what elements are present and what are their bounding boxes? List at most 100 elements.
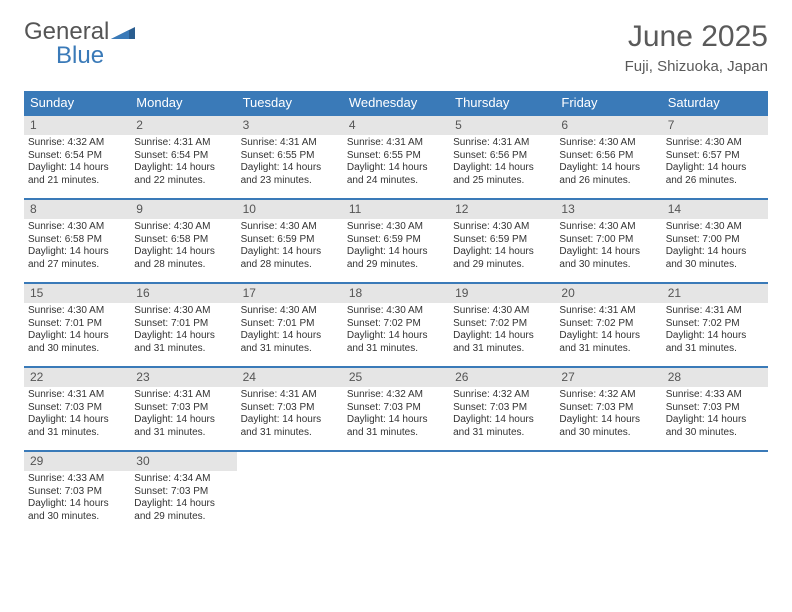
day-cell: 9Sunrise: 4:30 AMSunset: 6:58 PMDaylight… <box>130 200 236 282</box>
day-content: Sunrise: 4:31 AMSunset: 7:03 PMDaylight:… <box>130 387 236 443</box>
day-number: 20 <box>555 284 661 303</box>
day-cell: 24Sunrise: 4:31 AMSunset: 7:03 PMDayligh… <box>237 368 343 450</box>
day-cell: 7Sunrise: 4:30 AMSunset: 6:57 PMDaylight… <box>662 116 768 198</box>
sunset-text: Sunset: 6:54 PM <box>134 150 232 163</box>
sunrise-text: Sunrise: 4:31 AM <box>241 389 339 402</box>
week-row: 29Sunrise: 4:33 AMSunset: 7:03 PMDayligh… <box>24 450 768 534</box>
title-block: June 2025 Fuji, Shizuoka, Japan <box>625 20 768 75</box>
sunrise-text: Sunrise: 4:30 AM <box>347 221 445 234</box>
calendar: SundayMondayTuesdayWednesdayThursdayFrid… <box>24 91 768 534</box>
day-content: Sunrise: 4:30 AMSunset: 7:00 PMDaylight:… <box>555 219 661 275</box>
day-content: Sunrise: 4:32 AMSunset: 6:54 PMDaylight:… <box>24 135 130 191</box>
day-content: Sunrise: 4:30 AMSunset: 7:02 PMDaylight:… <box>449 303 555 359</box>
day-content: Sunrise: 4:34 AMSunset: 7:03 PMDaylight:… <box>130 471 236 527</box>
sunset-text: Sunset: 7:00 PM <box>666 234 764 247</box>
daylight-text: Daylight: 14 hours and 28 minutes. <box>241 246 339 271</box>
day-number: 9 <box>130 200 236 219</box>
daylight-text: Daylight: 14 hours and 31 minutes. <box>453 330 551 355</box>
sunrise-text: Sunrise: 4:30 AM <box>347 305 445 318</box>
sunrise-text: Sunrise: 4:31 AM <box>559 305 657 318</box>
day-content: Sunrise: 4:30 AMSunset: 7:01 PMDaylight:… <box>130 303 236 359</box>
day-cell: 30Sunrise: 4:34 AMSunset: 7:03 PMDayligh… <box>130 452 236 534</box>
sunset-text: Sunset: 7:03 PM <box>28 402 126 415</box>
daylight-text: Daylight: 14 hours and 27 minutes. <box>28 246 126 271</box>
sunset-text: Sunset: 7:02 PM <box>453 318 551 331</box>
sunrise-text: Sunrise: 4:32 AM <box>28 137 126 150</box>
day-cell <box>237 452 343 534</box>
logo-triangle-icon <box>111 20 135 36</box>
day-number: 29 <box>24 452 130 471</box>
sunset-text: Sunset: 7:03 PM <box>28 486 126 499</box>
day-cell: 6Sunrise: 4:30 AMSunset: 6:56 PMDaylight… <box>555 116 661 198</box>
sunrise-text: Sunrise: 4:30 AM <box>28 305 126 318</box>
sunset-text: Sunset: 7:03 PM <box>134 486 232 499</box>
sunrise-text: Sunrise: 4:31 AM <box>134 137 232 150</box>
daylight-text: Daylight: 14 hours and 30 minutes. <box>28 498 126 523</box>
day-content: Sunrise: 4:30 AMSunset: 7:02 PMDaylight:… <box>343 303 449 359</box>
sunset-text: Sunset: 6:56 PM <box>453 150 551 163</box>
sunset-text: Sunset: 6:59 PM <box>241 234 339 247</box>
day-cell: 25Sunrise: 4:32 AMSunset: 7:03 PMDayligh… <box>343 368 449 450</box>
sunrise-text: Sunrise: 4:32 AM <box>347 389 445 402</box>
day-cell <box>662 452 768 534</box>
sunset-text: Sunset: 7:03 PM <box>559 402 657 415</box>
day-number: 14 <box>662 200 768 219</box>
sunrise-text: Sunrise: 4:30 AM <box>134 221 232 234</box>
day-content: Sunrise: 4:33 AMSunset: 7:03 PMDaylight:… <box>662 387 768 443</box>
day-cell: 14Sunrise: 4:30 AMSunset: 7:00 PMDayligh… <box>662 200 768 282</box>
dow-saturday: Saturday <box>662 91 768 114</box>
day-content: Sunrise: 4:31 AMSunset: 7:02 PMDaylight:… <box>555 303 661 359</box>
day-number: 22 <box>24 368 130 387</box>
day-number: 30 <box>130 452 236 471</box>
day-content: Sunrise: 4:31 AMSunset: 7:03 PMDaylight:… <box>237 387 343 443</box>
day-content: Sunrise: 4:31 AMSunset: 6:54 PMDaylight:… <box>130 135 236 191</box>
daylight-text: Daylight: 14 hours and 31 minutes. <box>134 330 232 355</box>
day-content: Sunrise: 4:31 AMSunset: 7:03 PMDaylight:… <box>24 387 130 443</box>
day-cell: 13Sunrise: 4:30 AMSunset: 7:00 PMDayligh… <box>555 200 661 282</box>
day-content: Sunrise: 4:30 AMSunset: 6:59 PMDaylight:… <box>343 219 449 275</box>
day-number: 3 <box>237 116 343 135</box>
daylight-text: Daylight: 14 hours and 25 minutes. <box>453 162 551 187</box>
daylight-text: Daylight: 14 hours and 30 minutes. <box>28 330 126 355</box>
day-cell: 28Sunrise: 4:33 AMSunset: 7:03 PMDayligh… <box>662 368 768 450</box>
day-cell: 10Sunrise: 4:30 AMSunset: 6:59 PMDayligh… <box>237 200 343 282</box>
day-number: 16 <box>130 284 236 303</box>
day-number: 15 <box>24 284 130 303</box>
day-cell <box>343 452 449 534</box>
sunrise-text: Sunrise: 4:30 AM <box>453 305 551 318</box>
dow-monday: Monday <box>130 91 236 114</box>
dow-sunday: Sunday <box>24 91 130 114</box>
day-number: 26 <box>449 368 555 387</box>
day-cell: 27Sunrise: 4:32 AMSunset: 7:03 PMDayligh… <box>555 368 661 450</box>
day-content: Sunrise: 4:30 AMSunset: 7:00 PMDaylight:… <box>662 219 768 275</box>
day-content: Sunrise: 4:31 AMSunset: 7:02 PMDaylight:… <box>662 303 768 359</box>
sunset-text: Sunset: 7:02 PM <box>559 318 657 331</box>
sunset-text: Sunset: 7:02 PM <box>666 318 764 331</box>
daylight-text: Daylight: 14 hours and 31 minutes. <box>347 330 445 355</box>
sunset-text: Sunset: 6:54 PM <box>28 150 126 163</box>
daylight-text: Daylight: 14 hours and 24 minutes. <box>347 162 445 187</box>
sunrise-text: Sunrise: 4:34 AM <box>134 473 232 486</box>
day-number: 19 <box>449 284 555 303</box>
day-cell: 20Sunrise: 4:31 AMSunset: 7:02 PMDayligh… <box>555 284 661 366</box>
day-cell: 16Sunrise: 4:30 AMSunset: 7:01 PMDayligh… <box>130 284 236 366</box>
sunset-text: Sunset: 7:03 PM <box>134 402 232 415</box>
day-number: 6 <box>555 116 661 135</box>
day-number: 1 <box>24 116 130 135</box>
sunset-text: Sunset: 7:01 PM <box>134 318 232 331</box>
week-row: 15Sunrise: 4:30 AMSunset: 7:01 PMDayligh… <box>24 282 768 366</box>
location: Fuji, Shizuoka, Japan <box>625 58 768 75</box>
daylight-text: Daylight: 14 hours and 31 minutes. <box>241 330 339 355</box>
day-content: Sunrise: 4:32 AMSunset: 7:03 PMDaylight:… <box>449 387 555 443</box>
sunset-text: Sunset: 6:55 PM <box>241 150 339 163</box>
day-content: Sunrise: 4:32 AMSunset: 7:03 PMDaylight:… <box>343 387 449 443</box>
day-number: 21 <box>662 284 768 303</box>
daylight-text: Daylight: 14 hours and 23 minutes. <box>241 162 339 187</box>
daylight-text: Daylight: 14 hours and 22 minutes. <box>134 162 232 187</box>
day-number: 2 <box>130 116 236 135</box>
day-cell: 21Sunrise: 4:31 AMSunset: 7:02 PMDayligh… <box>662 284 768 366</box>
daylight-text: Daylight: 14 hours and 21 minutes. <box>28 162 126 187</box>
sunrise-text: Sunrise: 4:30 AM <box>559 137 657 150</box>
day-content: Sunrise: 4:30 AMSunset: 7:01 PMDaylight:… <box>24 303 130 359</box>
day-number: 11 <box>343 200 449 219</box>
